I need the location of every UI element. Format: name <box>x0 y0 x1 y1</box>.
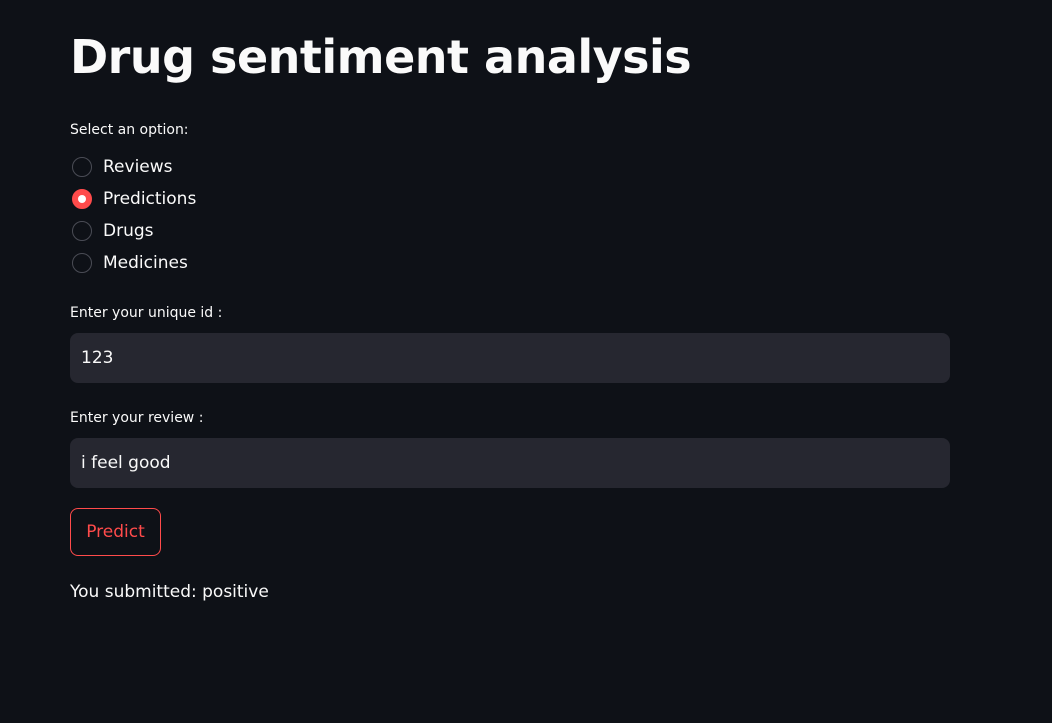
radio-button-circle[interactable] <box>72 189 92 209</box>
radio-option-label: Medicines <box>103 253 188 273</box>
radio-option-label: Drugs <box>103 221 154 241</box>
radio-option-label: Predictions <box>103 189 197 209</box>
radio-option-medicines[interactable]: Medicines <box>72 251 196 275</box>
radio-option-reviews[interactable]: Reviews <box>72 155 196 179</box>
radio-option-predictions[interactable]: Predictions <box>72 187 196 211</box>
radio-option-drugs[interactable]: Drugs <box>72 219 196 243</box>
review-input[interactable] <box>70 438 950 488</box>
radio-group-label: Select an option: <box>70 122 189 138</box>
radio-button-circle[interactable] <box>72 221 92 241</box>
unique-id-label: Enter your unique id : <box>70 305 223 321</box>
radio-button-circle[interactable] <box>72 253 92 273</box>
option-radio-group: Reviews Predictions Drugs Medicines <box>72 155 196 275</box>
result-text: You submitted: positive <box>70 582 269 602</box>
predict-button[interactable]: Predict <box>70 508 161 556</box>
page-title: Drug sentiment analysis <box>70 30 692 84</box>
radio-button-circle[interactable] <box>72 157 92 177</box>
unique-id-input[interactable] <box>70 333 950 383</box>
review-label: Enter your review : <box>70 410 204 426</box>
radio-option-label: Reviews <box>103 157 173 177</box>
